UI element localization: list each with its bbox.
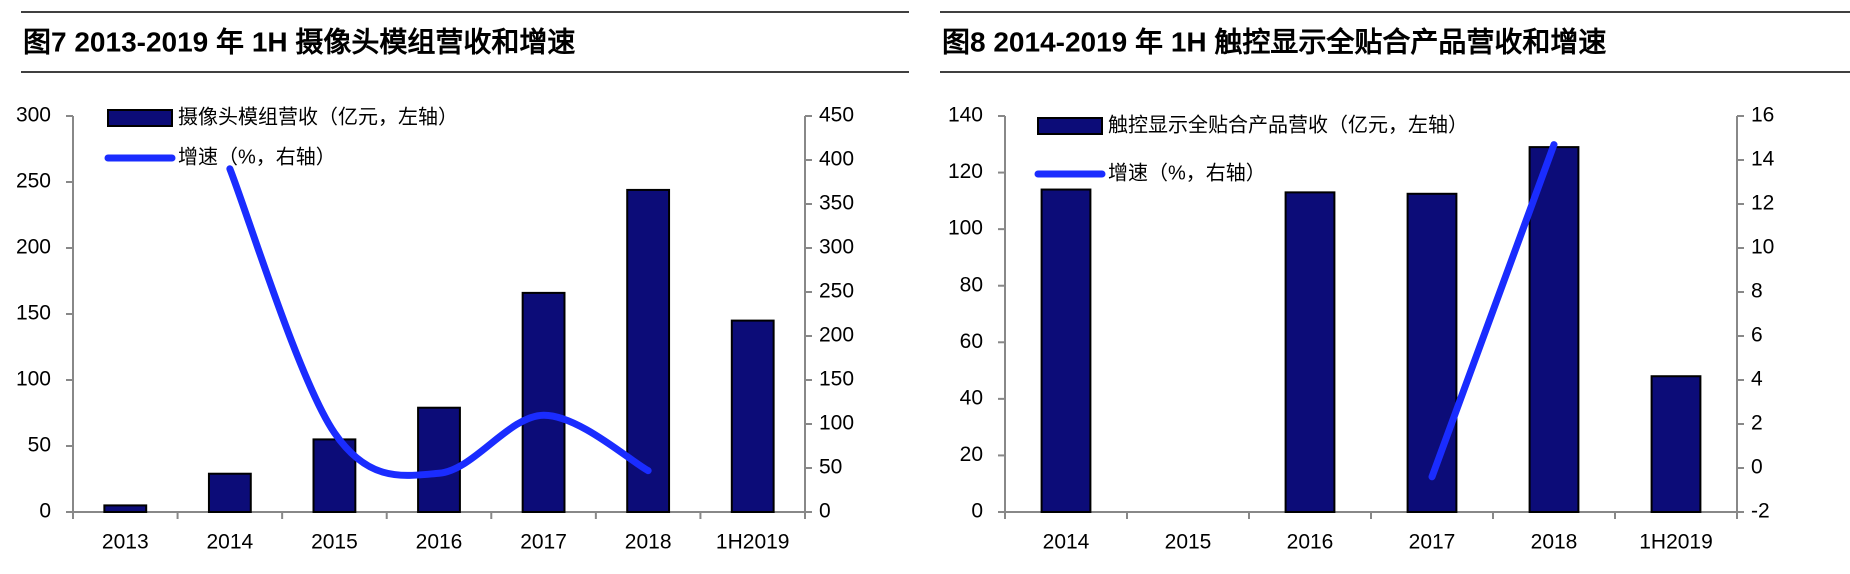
- y-tick-label: 100: [16, 368, 51, 391]
- x-tick-label: 1H2019: [1639, 531, 1713, 554]
- legend-swatch: [107, 109, 173, 127]
- x-tick-label: 2014: [206, 531, 253, 554]
- x-tick-label: 1H2019: [716, 531, 790, 554]
- bar: [1406, 192, 1458, 514]
- y-tick-label: 50: [28, 434, 51, 457]
- y2-tick-label: 14: [1751, 148, 1775, 171]
- y-tick-label: 150: [16, 302, 51, 325]
- bar: [103, 504, 148, 513]
- legend-label: 触控显示全贴合产品营收（亿元，左轴）: [1108, 113, 1468, 136]
- y2-tick-label: 250: [819, 280, 854, 303]
- legend-label: 增速（%，右轴）: [178, 145, 336, 168]
- bar: [1528, 146, 1580, 513]
- legend-label: 摄像头模组营收（亿元，左轴）: [178, 105, 458, 128]
- y2-tick-label: 0: [819, 500, 831, 523]
- x-tick-label: 2013: [102, 531, 149, 554]
- chart-title: 图7 2013-2019 年 1H 摄像头模组营收和增速: [23, 25, 575, 57]
- y-tick-label: 20: [960, 443, 983, 466]
- bar: [626, 188, 671, 513]
- x-tick-label: 2018: [1531, 531, 1578, 554]
- chart-title: 图8 2014-2019 年 1H 触控显示全贴合产品营收和增速: [942, 25, 1606, 57]
- legend-label: 增速（%，右轴）: [1108, 161, 1266, 184]
- x-tick-label: 2016: [416, 531, 463, 554]
- y2-tick-label: 400: [819, 148, 854, 171]
- x-tick-label: 2017: [1409, 531, 1456, 554]
- bar: [521, 291, 566, 513]
- bar: [1284, 191, 1336, 513]
- y2-tick-label: 50: [819, 456, 842, 479]
- y-tick-label: 250: [16, 170, 51, 193]
- y2-tick-label: 8: [1751, 280, 1763, 303]
- y2-tick-label: 10: [1751, 236, 1774, 259]
- y2-tick-label: -2: [1751, 500, 1770, 523]
- bar: [417, 406, 461, 513]
- y-tick-label: 140: [948, 104, 983, 127]
- y-tick-label: 200: [16, 236, 51, 259]
- x-tick-label: 2015: [311, 531, 358, 554]
- legend-swatch: [1037, 117, 1103, 135]
- bar: [730, 319, 775, 513]
- bar: [1040, 188, 1092, 514]
- line: [226, 165, 652, 479]
- y2-tick-label: 100: [819, 412, 854, 435]
- y2-tick-label: 12: [1751, 192, 1774, 215]
- line: [1428, 141, 1558, 481]
- y2-tick-label: 2: [1751, 412, 1763, 435]
- y-tick-label: 40: [960, 386, 983, 409]
- y2-tick-label: 4: [1751, 368, 1763, 391]
- y-tick-label: 0: [971, 500, 983, 523]
- y-tick-label: 100: [948, 217, 983, 240]
- y2-tick-label: 450: [819, 104, 854, 127]
- x-tick-label: 2015: [1165, 531, 1212, 554]
- y-tick-label: 300: [16, 104, 51, 127]
- y2-tick-label: 0: [1751, 456, 1763, 479]
- y2-tick-label: 350: [819, 192, 854, 215]
- y-tick-label: 80: [960, 273, 983, 296]
- bar: [207, 472, 252, 513]
- y-tick-label: 60: [960, 330, 983, 353]
- y2-tick-label: 6: [1751, 324, 1763, 347]
- bar: [1650, 375, 1702, 513]
- y2-tick-label: 200: [819, 324, 854, 347]
- y2-tick-label: 16: [1751, 104, 1774, 127]
- x-tick-label: 2018: [625, 531, 672, 554]
- y2-tick-label: 150: [819, 368, 854, 391]
- y-tick-label: 120: [948, 160, 983, 183]
- x-tick-label: 2014: [1043, 531, 1090, 554]
- y2-tick-label: 300: [819, 236, 854, 259]
- x-tick-label: 2016: [1287, 531, 1334, 554]
- x-tick-label: 2017: [520, 531, 567, 554]
- y-tick-label: 0: [39, 500, 51, 523]
